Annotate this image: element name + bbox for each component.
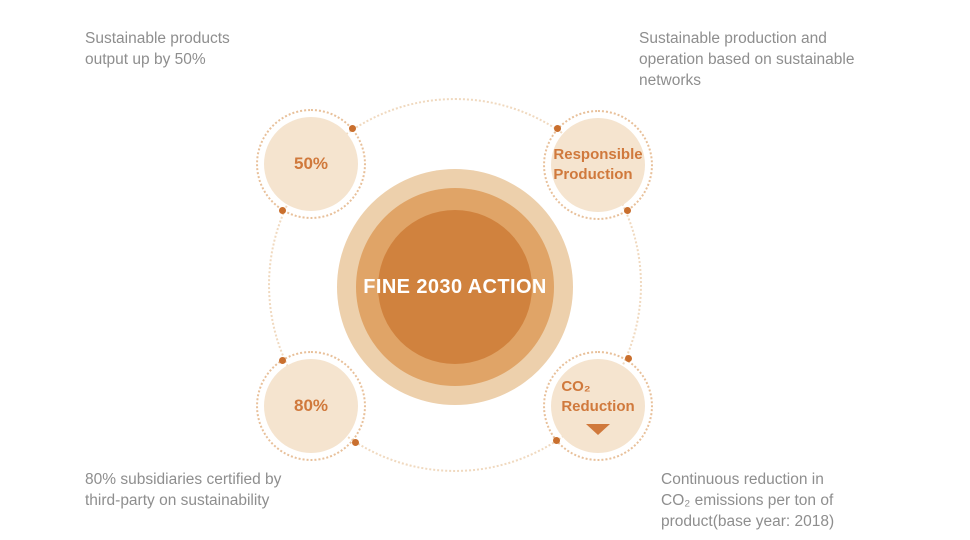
- orbit-dotted-circle: [268, 98, 642, 472]
- caption-line: operation based on sustainable: [639, 51, 855, 68]
- caption-bottom-left: 80% subsidiaries certified by third-part…: [85, 469, 281, 511]
- center-ring-inner: FINE 2030 ACTION: [363, 210, 546, 364]
- caption-line: CO₂ emissions per ton of: [661, 492, 834, 509]
- caption-line: Continuous reduction in: [661, 471, 824, 488]
- satellite-products-output: 50%: [256, 109, 366, 219]
- caption-line: Sustainable products: [85, 30, 230, 47]
- caption-line: output up by 50%: [85, 51, 206, 68]
- caption-line: networks: [639, 72, 702, 89]
- satellite-fill-circle: CO₂ Reduction: [551, 359, 645, 453]
- satellite-label: 80%: [293, 396, 329, 415]
- connector-dot: [279, 357, 286, 364]
- satellite-subsidiaries-certified: 80%: [256, 351, 366, 461]
- caption-line: third-party on sustainability: [85, 492, 270, 509]
- caption-line: Sustainable production and: [639, 30, 827, 47]
- center-title: FINE 2030 ACTION: [363, 275, 547, 298]
- arrow-down-icon: [586, 424, 610, 435]
- center-ring-outer: FINE 2030 ACTION: [337, 169, 573, 405]
- connector-dot: [553, 437, 560, 444]
- connector-dot: [624, 207, 631, 214]
- caption-line: product(base year: 2018): [661, 513, 835, 530]
- satellite-fill-circle: 80%: [264, 359, 358, 453]
- center-ring-middle: FINE 2030 ACTION: [356, 188, 554, 386]
- satellite-fill-circle: 50%: [264, 117, 358, 211]
- connector-dot: [349, 125, 356, 132]
- connector-dot: [625, 355, 632, 362]
- connector-dot: [279, 207, 286, 214]
- connector-dot: [554, 125, 561, 132]
- satellite-fill-circle: Responsible Production: [551, 118, 645, 212]
- satellite-label: Responsible Production: [553, 146, 643, 183]
- connector-dot: [352, 439, 359, 446]
- caption-line: 80% subsidiaries certified by: [85, 471, 282, 488]
- satellite-co2-reduction: CO₂ Reduction: [543, 351, 653, 461]
- satellite-label: 50%: [293, 154, 329, 173]
- caption-bottom-right: Continuous reduction in CO₂ emissions pe…: [661, 469, 834, 532]
- satellite-responsible-production: Responsible Production: [543, 110, 653, 220]
- caption-top-right: Sustainable production and operation bas…: [639, 28, 854, 91]
- caption-top-left: Sustainable products output up by 50%: [85, 28, 230, 70]
- satellite-label: CO₂ Reduction: [561, 378, 635, 415]
